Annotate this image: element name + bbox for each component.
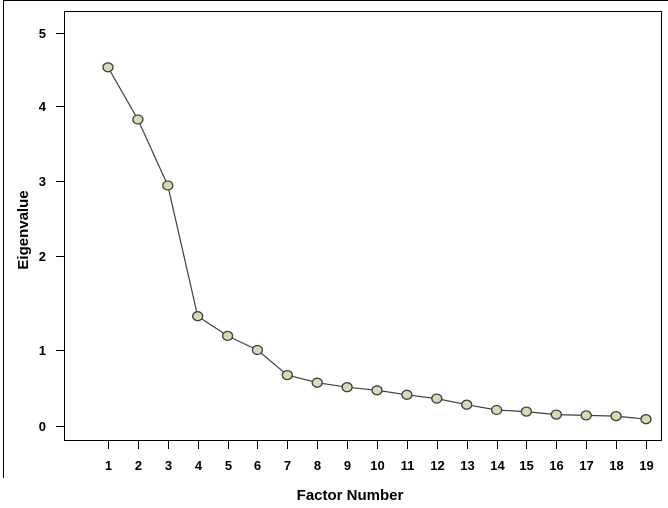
data-point bbox=[372, 386, 382, 395]
x-tick-label: 15 bbox=[519, 458, 533, 473]
data-point bbox=[133, 115, 143, 124]
x-tick-label: 12 bbox=[430, 458, 444, 473]
data-point bbox=[402, 390, 412, 399]
data-point bbox=[163, 181, 173, 190]
x-tick-label: 7 bbox=[284, 458, 291, 473]
x-tick-label: 3 bbox=[165, 458, 172, 473]
data-point bbox=[432, 394, 442, 403]
data-point bbox=[492, 406, 502, 415]
data-point bbox=[223, 331, 233, 340]
y-tick-label: 1 bbox=[39, 343, 46, 358]
data-point bbox=[581, 411, 591, 420]
data-point bbox=[521, 407, 531, 416]
x-tick-label: 8 bbox=[314, 458, 321, 473]
data-point bbox=[312, 378, 322, 387]
x-tick-label: 19 bbox=[639, 458, 653, 473]
y-axis-label: Eigenvalue bbox=[15, 190, 32, 269]
data-point bbox=[282, 371, 292, 380]
x-tick-label: 14 bbox=[490, 458, 505, 473]
x-tick-label: 1 bbox=[105, 458, 112, 473]
x-tick-label: 18 bbox=[609, 458, 623, 473]
data-point bbox=[551, 410, 561, 419]
x-axis-label: Factor Number bbox=[297, 487, 404, 504]
x-tick-label: 4 bbox=[195, 458, 203, 473]
x-tick-label: 5 bbox=[225, 458, 232, 473]
x-tick-label: 6 bbox=[254, 458, 261, 473]
data-point bbox=[103, 63, 113, 72]
x-tick-label: 2 bbox=[135, 458, 142, 473]
data-point bbox=[252, 346, 262, 355]
data-point bbox=[462, 400, 472, 409]
y-tick-label: 0 bbox=[39, 419, 46, 434]
data-point bbox=[193, 312, 203, 321]
y-tick-label: 4 bbox=[39, 99, 47, 114]
x-tick-label: 9 bbox=[344, 458, 351, 473]
x-tick-label: 10 bbox=[370, 458, 384, 473]
y-tick-label: 3 bbox=[39, 174, 46, 189]
x-tick-label: 13 bbox=[460, 458, 474, 473]
data-point bbox=[342, 383, 352, 392]
y-tick-label: 5 bbox=[39, 26, 46, 41]
data-point bbox=[641, 415, 651, 424]
y-tick-label: 2 bbox=[39, 249, 46, 264]
x-tick-label: 16 bbox=[549, 458, 563, 473]
x-tick-label: 17 bbox=[579, 458, 593, 473]
x-tick-label: 11 bbox=[401, 458, 415, 473]
data-point bbox=[611, 412, 621, 421]
